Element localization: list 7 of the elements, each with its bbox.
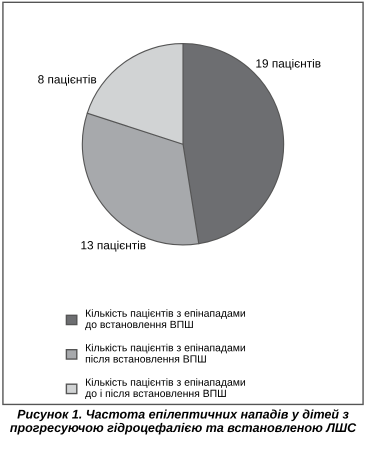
data-label: 19 пацієнтів	[256, 58, 321, 70]
legend-label: Кількість пацієнтів з епінападами після встановлення ВПШ	[86, 344, 246, 363]
data-label: 13 пацієнтів	[81, 240, 146, 252]
data-label: 8 пацієнтів	[38, 74, 96, 86]
legend-label: Кількість пацієнтів з епінападами до встановлення ВПШ	[85, 309, 246, 330]
text: Рисунок 1. Частота епілептичних нападів у дітей з прогресуючою гідроцефалією та встановленою ЛШС	[10, 409, 356, 435]
legend-label: Кількість пацієнтів з епінападами до і після встановлення ВПШ	[85, 378, 246, 400]
